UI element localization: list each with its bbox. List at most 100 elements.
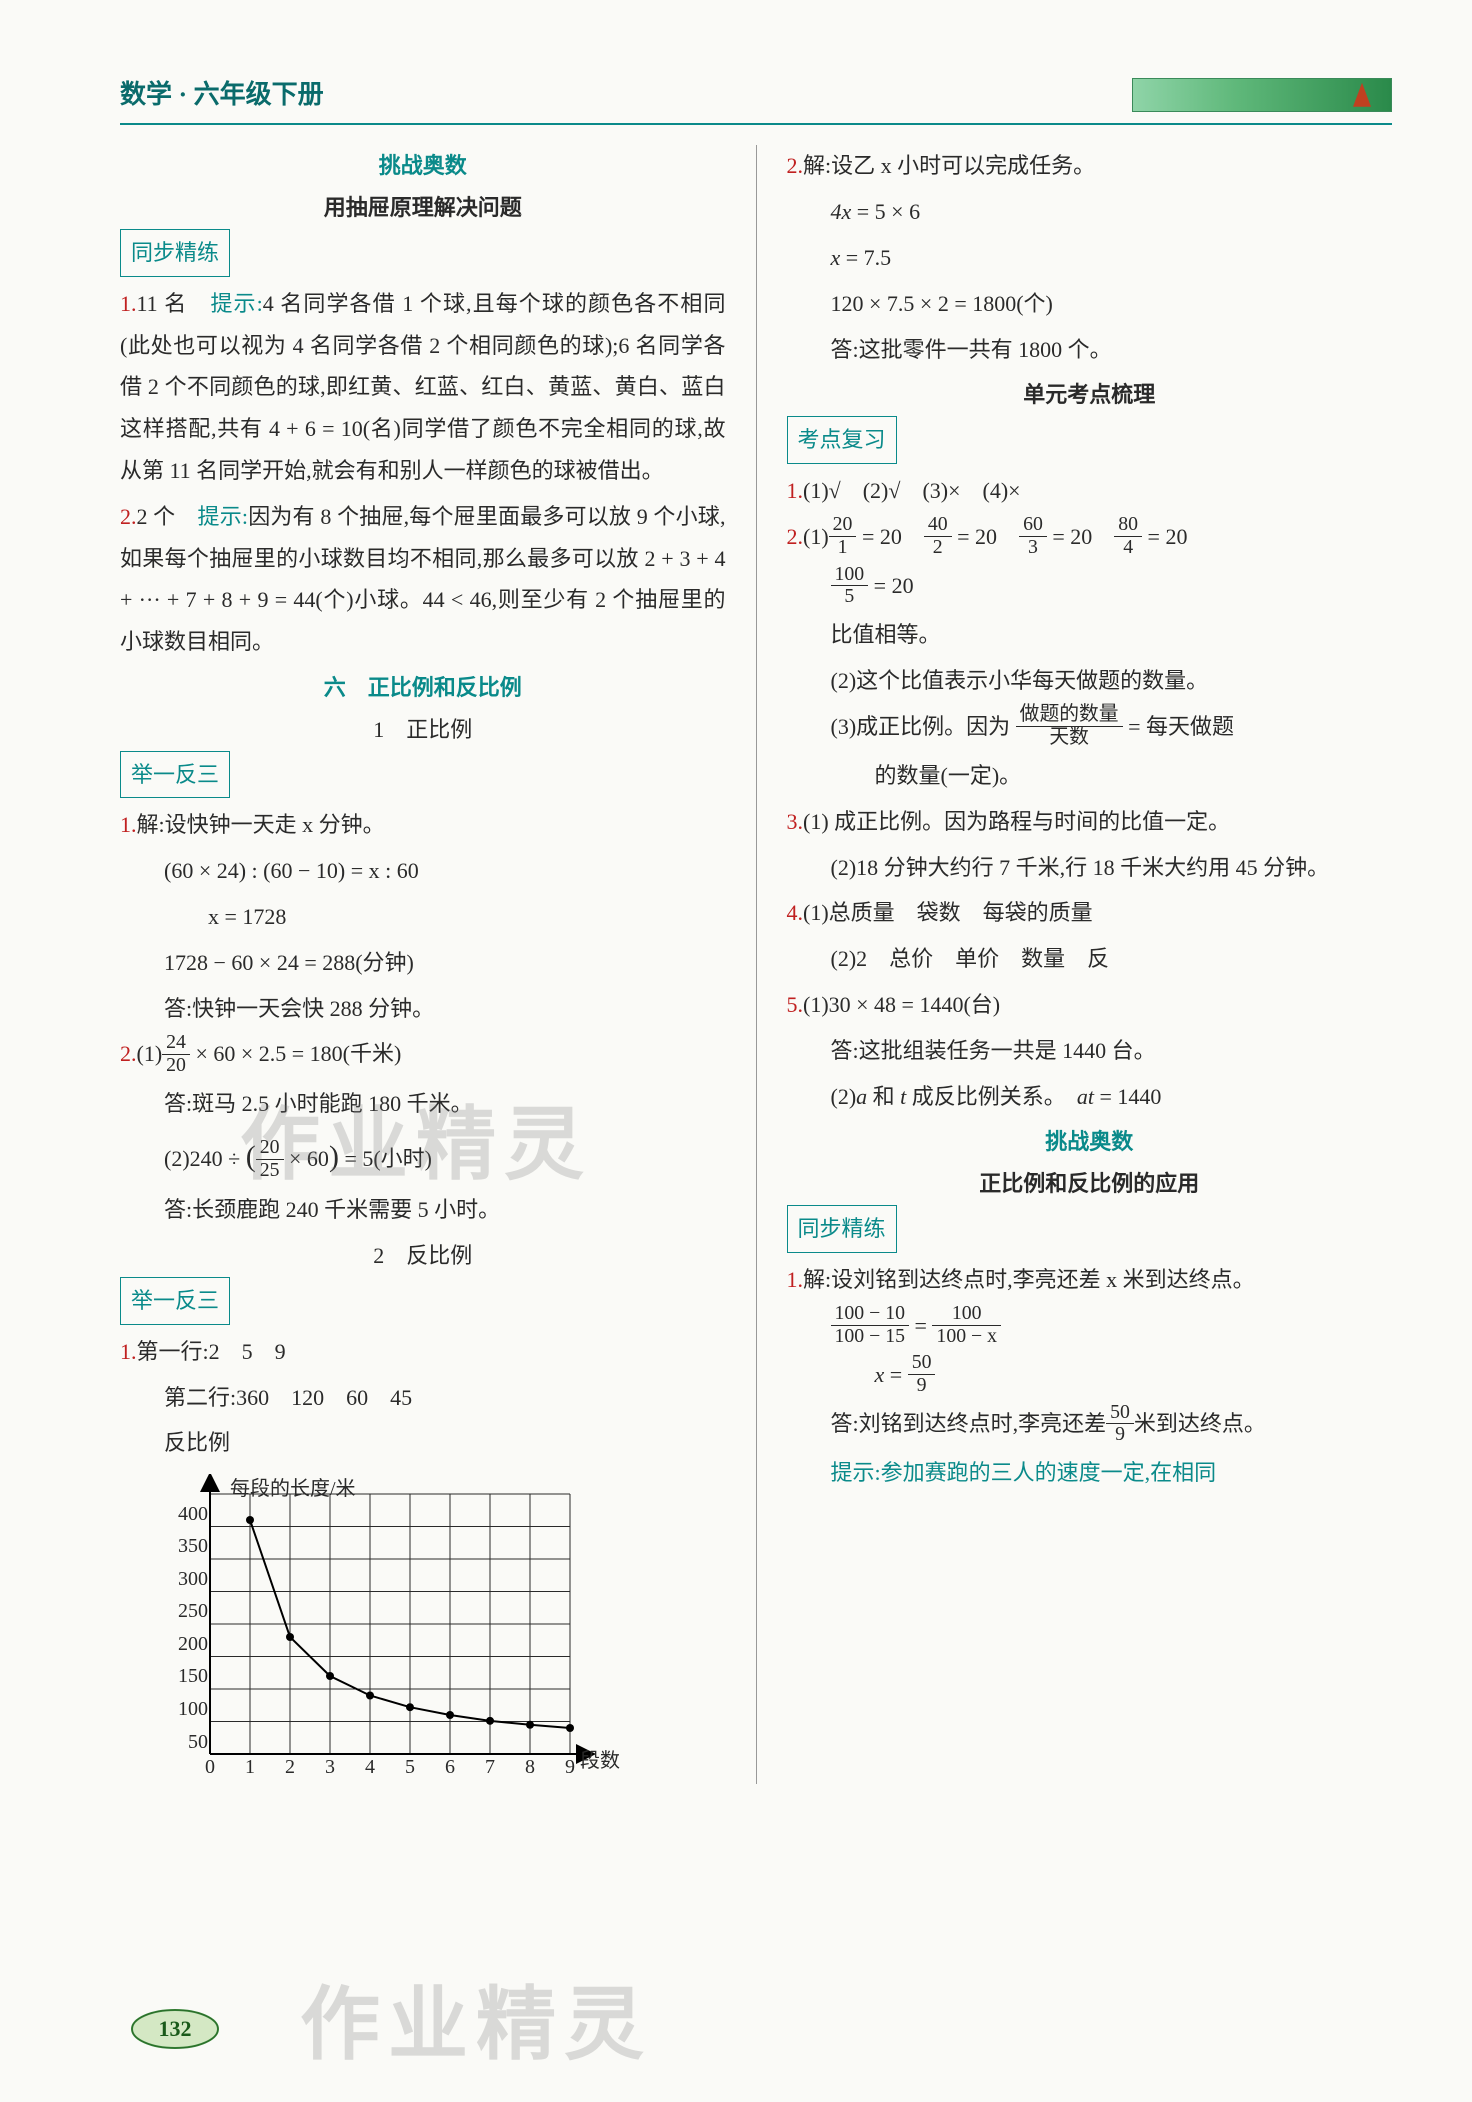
content: (1)30 × 48 = 1440(台)	[803, 992, 1000, 1017]
item-number: 2.	[787, 524, 804, 549]
xtick: 4	[365, 1748, 375, 1786]
line: 解:设快钟一天走 x 分钟。	[137, 812, 385, 837]
header-decoration	[1132, 78, 1392, 112]
example-number: 1.	[120, 812, 137, 837]
line: 答:这批零件一共有 1800 个。	[787, 329, 1393, 371]
xtick: 7	[485, 1748, 495, 1786]
subsection-2-title: 2 反比例	[120, 1235, 726, 1277]
fraction: 2420	[162, 1032, 190, 1077]
column-divider	[756, 145, 757, 1784]
ytick: 300	[178, 1560, 208, 1598]
item-number: 1.	[787, 478, 804, 503]
example-2: 2.(1)2420 × 60 × 2.5 = 180(千米)	[120, 1033, 726, 1078]
fraction: 1005	[831, 564, 869, 609]
review-2-2: (2)这个比值表示小华每天做题的数量。	[787, 660, 1393, 702]
ytick: 200	[178, 1625, 208, 1663]
expr: = 5(小时)	[339, 1146, 432, 1171]
review-5-2: (2)a 和 t 成反比例关系。 at = 1440	[787, 1076, 1393, 1118]
line: x = 7.5	[787, 237, 1393, 279]
fraction: 100100 − x	[932, 1303, 1001, 1348]
problem-body: 4 名同学各借 1 个球,且每个球的颜色各不相同(此处也可以视为 4 名同学各借…	[120, 291, 726, 483]
fraction: 201	[829, 514, 857, 559]
review-2: 2.(1)201 = 20 402 = 20 603 = 20 804 = 20	[787, 516, 1393, 561]
review-3: 3.(1) 成正比例。因为路程与时间的比值一定。	[787, 801, 1393, 843]
right-problem-2: 2.解:设乙 x 小时可以完成任务。	[787, 145, 1393, 187]
xtick: 0	[205, 1748, 215, 1786]
review-1: 1.(1)√ (2)√ (3)× (4)×	[787, 470, 1393, 512]
hint: 提示:参加赛跑的三人的速度一定,在相同	[787, 1452, 1393, 1494]
example-1: 1.解:设快钟一天走 x 分钟。	[120, 804, 726, 846]
chart-svg	[150, 1474, 610, 1774]
fraction: 100 − 10100 − 15	[831, 1303, 910, 1348]
xtick: 8	[525, 1748, 535, 1786]
hint-label: 提示:	[831, 1460, 881, 1485]
line: 4x = 5 × 6	[787, 191, 1393, 233]
review-3-2: (2)18 分钟大约行 7 千米,行 18 千米大约用 45 分钟。	[787, 847, 1393, 889]
page-header: 数学 · 六年级下册	[120, 70, 1392, 125]
problem-number: 1.	[120, 291, 137, 316]
problem-number: 2.	[787, 153, 804, 178]
xtick: 2	[285, 1748, 295, 1786]
y-axis-label: 每段的长度/米	[230, 1470, 356, 1508]
review-2-3: (3)成正比例。因为 做题的数量天数 = 每天做题	[787, 706, 1393, 751]
line: 解:设乙 x 小时可以完成任务。	[803, 153, 1095, 178]
x-axis-label: 段数	[580, 1742, 620, 1780]
example-variation-label: 举一反三	[120, 751, 230, 799]
ytick: 100	[178, 1690, 208, 1728]
page-number: 132	[159, 2016, 192, 2041]
two-column-layout: 挑战奥数 用抽屉原理解决问题 同步精练 1.11 名 提示:4 名同学各借 1 …	[120, 145, 1392, 1784]
expr: × 60	[284, 1146, 329, 1171]
fraction: 509	[1106, 1402, 1134, 1447]
review-2-cont: 1005 = 20	[787, 565, 1393, 610]
review-4: 4.(1)总质量 袋数 每袋的质量	[787, 892, 1393, 934]
fraction: 603	[1019, 514, 1047, 559]
problem-1: 1.11 名 提示:4 名同学各借 1 个球,且每个球的颜色各不相同(此处也可以…	[120, 283, 726, 492]
xtick: 3	[325, 1748, 335, 1786]
sync-practice-label: 同步精练	[120, 229, 230, 277]
challenge-subtitle-2: 正比例和反比例的应用	[787, 1163, 1393, 1205]
fraction: 509	[908, 1352, 936, 1397]
part-label: (1)	[803, 524, 829, 549]
equation: 100 − 10100 − 15 = 100100 − x	[787, 1305, 1393, 1350]
review-5-ans: 答:这批组装任务一共是 1440 台。	[787, 1030, 1393, 1072]
paren: (	[246, 1140, 256, 1173]
xtick: 9	[565, 1748, 575, 1786]
hint-body: 参加赛跑的三人的速度一定,在相同	[881, 1460, 1217, 1485]
line: 答:快钟一天会快 288 分钟。	[120, 988, 726, 1030]
line: 1728 − 60 × 24 = 288(分钟)	[120, 942, 726, 984]
line: 反比例	[120, 1422, 726, 1464]
review-4-2: (2)2 总价 单价 数量 反	[787, 938, 1393, 980]
item-number: 5.	[787, 992, 804, 1017]
line: 第二行:360 120 60 45	[120, 1377, 726, 1419]
item-number: 3.	[787, 809, 804, 834]
xtick: 6	[445, 1748, 455, 1786]
part-label: (1)	[137, 1041, 163, 1066]
example-variation-label-2: 举一反三	[120, 1277, 230, 1325]
review-label: 考点复习	[787, 416, 897, 464]
line: x = 1728	[120, 896, 726, 938]
example-2-2: (2)240 ÷ (2025 × 60) = 5(小时)	[120, 1128, 726, 1185]
review-2-3b: 的数量(一定)。	[787, 755, 1393, 797]
hint-label: 提示:	[210, 291, 262, 316]
expr: × 60 × 2.5 = 180(千米)	[190, 1041, 401, 1066]
page: 数学 · 六年级下册 挑战奥数 用抽屉原理解决问题 同步精练 1.11 名 提示…	[0, 0, 1472, 1824]
line: (60 × 24) : (60 − 10) = x : 60	[120, 850, 726, 892]
challenge-title: 挑战奥数	[120, 145, 726, 187]
item-number: 4.	[787, 900, 804, 925]
sync-practice-label-2: 同步精练	[787, 1205, 897, 1253]
challenge-title-2: 挑战奥数	[787, 1121, 1393, 1163]
equation: x = 509	[787, 1354, 1393, 1399]
answer: 答:斑马 2.5 小时能跑 180 千米。	[120, 1083, 726, 1125]
inverse-proportion-chart: 每段的长度/米	[150, 1474, 610, 1784]
fraction: 402	[924, 514, 952, 559]
hint-label: 提示:	[198, 504, 248, 529]
watermark: 作业精灵	[300, 1950, 652, 2102]
subsection-1-title: 1 正比例	[120, 709, 726, 751]
content: (1) 成正比例。因为路程与时间的比值一定。	[803, 809, 1230, 834]
example-number: 1.	[120, 1339, 137, 1364]
content: (1)总质量 袋数 每袋的质量	[803, 900, 1093, 925]
xtick: 1	[245, 1748, 255, 1786]
answer: 答:长颈鹿跑 240 千米需要 5 小时。	[120, 1189, 726, 1231]
fraction: 做题的数量天数	[1016, 704, 1123, 749]
header-title: 数学 · 六年级下册	[120, 70, 324, 119]
